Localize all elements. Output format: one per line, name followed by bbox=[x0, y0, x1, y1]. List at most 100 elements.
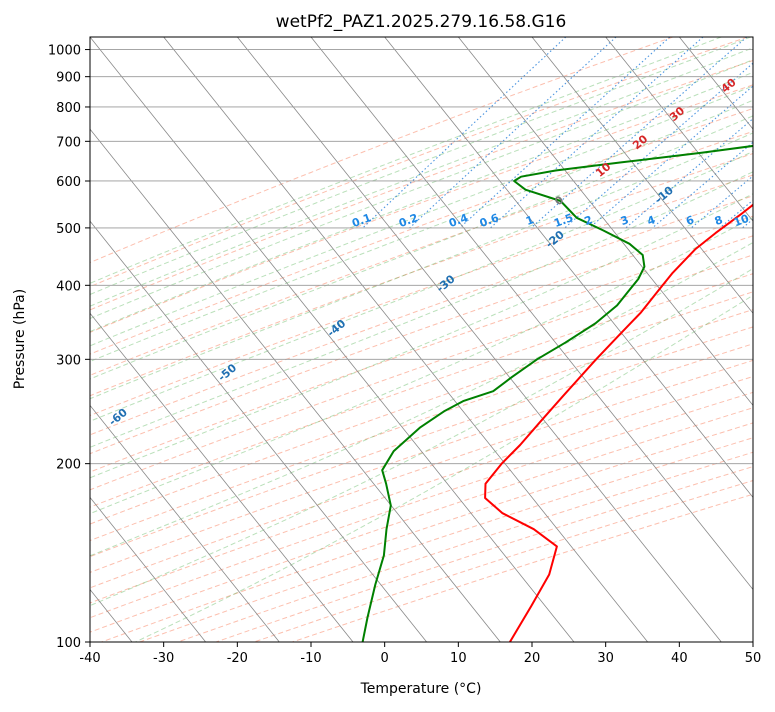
moist-adiabats bbox=[0, 37, 775, 642]
mixing-ratio-label: 1.5 bbox=[552, 211, 575, 230]
isotherm-line bbox=[164, 37, 648, 642]
isotherm-label: -60 bbox=[106, 406, 130, 429]
dry-adiabat-line bbox=[0, 37, 775, 642]
moist-adiabat-line bbox=[0, 37, 775, 642]
y-tick-label: 300 bbox=[56, 353, 81, 368]
moist-adiabat-line bbox=[0, 37, 775, 642]
moist-adiabat-line bbox=[0, 37, 775, 642]
isotherm-line bbox=[753, 37, 775, 642]
isotherm-label: -30 bbox=[434, 272, 458, 295]
isotherm-line bbox=[458, 37, 775, 642]
dry-adiabat-line bbox=[0, 37, 775, 642]
dry-adiabat-line bbox=[102, 37, 775, 642]
mixing-ratio-label: 3 bbox=[619, 213, 631, 228]
isotherm-line bbox=[385, 37, 775, 642]
isotherm-line bbox=[0, 37, 206, 642]
mixing-ratio-label: 8 bbox=[713, 213, 725, 228]
y-tick-label: 900 bbox=[56, 71, 81, 86]
isotherm-label: -20 bbox=[543, 228, 567, 251]
moist-adiabat-line bbox=[0, 37, 775, 642]
dry-adiabat-line bbox=[0, 37, 775, 642]
dry-adiabat-line bbox=[0, 37, 775, 642]
moist-adiabat-line bbox=[0, 37, 775, 642]
isotherm-label: -40 bbox=[325, 317, 349, 340]
y-tick-label: 400 bbox=[56, 279, 81, 294]
dry-adiabats bbox=[0, 37, 775, 642]
dry-adiabat-line bbox=[0, 37, 775, 642]
mixing-ratio-label: 0.6 bbox=[478, 211, 501, 230]
x-axis-label: Temperature (°C) bbox=[360, 681, 482, 697]
y-tick-label: 100 bbox=[56, 636, 81, 651]
mixing-ratio-label: 4 bbox=[645, 213, 657, 228]
isotherm-line bbox=[0, 37, 58, 642]
dry-adiabat-line bbox=[63, 37, 775, 642]
y-axis-ticks: 100 200 300 400 500 600 700 800 900 1000 bbox=[48, 44, 90, 651]
isotherm-line bbox=[0, 37, 353, 642]
dry-adiabat-line bbox=[0, 37, 775, 642]
dry-adiabat-line bbox=[0, 37, 748, 642]
x-tick-label: -10 bbox=[300, 651, 321, 666]
x-tick-label: -30 bbox=[153, 651, 174, 666]
dry-adiabat-line bbox=[0, 37, 775, 642]
dry-adiabat-line bbox=[0, 37, 775, 642]
y-tick-label: 800 bbox=[56, 101, 81, 116]
x-tick-label: -40 bbox=[79, 651, 100, 666]
dry-adiabat-line bbox=[0, 37, 775, 642]
dry-adiabat-line bbox=[0, 37, 775, 642]
moist-adiabat-line bbox=[0, 37, 775, 642]
moist-adiabat-line bbox=[0, 37, 775, 642]
dry-adiabat-line bbox=[0, 37, 775, 642]
mixing-ratio-line bbox=[770, 37, 775, 228]
plot-area: -100-90-80-70-60-50-40-30-20-100.10.20.4… bbox=[0, 37, 775, 642]
dry-adiabat-line bbox=[0, 37, 775, 642]
y-tick-label: 500 bbox=[56, 222, 81, 237]
mixing-ratio-label: 13 bbox=[759, 212, 775, 229]
isotherm-label: -50 bbox=[216, 361, 240, 384]
moist-adiabat-line bbox=[0, 37, 751, 642]
chart-title: wetPf2_PAZ1.2025.279.16.58.G16 bbox=[276, 12, 567, 32]
moist-adiabat-line bbox=[0, 37, 775, 642]
moist-adiabat-line bbox=[0, 37, 775, 642]
isotherms bbox=[0, 37, 775, 642]
dry-adiabat-line bbox=[0, 37, 775, 642]
y-tick-label: 600 bbox=[56, 175, 81, 190]
mixing-ratio-line bbox=[691, 37, 775, 228]
mixing-ratio-label: 0.1 bbox=[350, 211, 373, 230]
dry-adiabat-line bbox=[178, 37, 775, 642]
moist-adiabat-line bbox=[0, 37, 775, 642]
y-tick-label: 1000 bbox=[48, 44, 81, 59]
dry-adiabat-line bbox=[0, 37, 775, 642]
x-tick-label: 30 bbox=[597, 651, 614, 666]
dry-adiabat-line bbox=[292, 37, 775, 642]
mixing-ratio-label: 1 bbox=[524, 213, 536, 228]
mixing-ratio-line bbox=[720, 37, 775, 228]
moist-adiabat-line bbox=[2, 37, 775, 642]
x-tick-label: 0 bbox=[381, 651, 389, 666]
x-tick-label: -20 bbox=[227, 651, 248, 666]
y-axis-label: Pressure (hPa) bbox=[12, 289, 28, 389]
dry-adiabat-line bbox=[0, 37, 775, 642]
isotherm-line bbox=[16, 37, 500, 642]
isotherm-label: -10 bbox=[652, 183, 676, 206]
isotherm-line bbox=[0, 37, 279, 642]
x-axis-ticks: -40 -30 -20 -10 0 10 20 30 40 50 bbox=[79, 642, 761, 666]
isotherm-line bbox=[311, 37, 775, 642]
x-tick-label: 50 bbox=[745, 651, 762, 666]
moist-adiabat-line bbox=[0, 37, 775, 642]
y-tick-label: 200 bbox=[56, 458, 81, 473]
dry-adiabat-line bbox=[216, 37, 775, 642]
isotherm-label: -70 bbox=[0, 450, 21, 473]
x-tick-label: 10 bbox=[450, 651, 467, 666]
mixing-ratio-line bbox=[743, 37, 775, 228]
y-tick-label: 700 bbox=[56, 135, 81, 150]
x-tick-label: 40 bbox=[671, 651, 688, 666]
dry-adiabat-line bbox=[0, 37, 775, 642]
mixing-ratio-label: 10 bbox=[732, 212, 751, 230]
dry-adiabat-line bbox=[0, 37, 775, 642]
isotherm-line bbox=[679, 37, 775, 642]
mixing-ratio-line bbox=[363, 37, 566, 228]
moist-adiabat-line bbox=[0, 37, 775, 642]
x-tick-label: 20 bbox=[524, 651, 541, 666]
